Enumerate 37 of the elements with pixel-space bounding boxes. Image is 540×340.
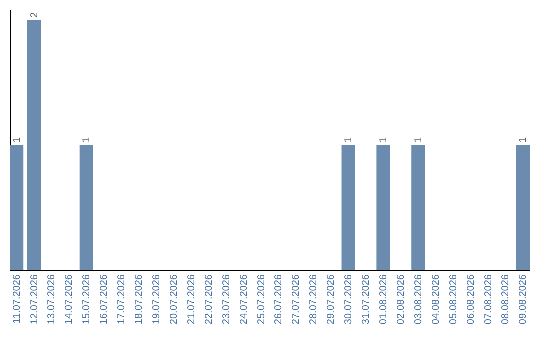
- x-tick-label: 25.07.2026: [256, 274, 268, 325]
- x-tick-label: 02.08.2026: [396, 274, 407, 325]
- x-tick-label: 08.08.2026: [500, 274, 512, 325]
- x-tick-label: 20.07.2026: [168, 274, 180, 325]
- x-tick-label: 11.07.2026: [12, 274, 23, 324]
- x-tick-label: 22.07.2026: [204, 274, 215, 325]
- x-tick-label: 13.07.2026: [46, 274, 58, 325]
- data-label: 1: [518, 137, 530, 143]
- x-tick-label: 23.07.2026: [221, 274, 232, 325]
- x-tick-label: 21.07.2026: [186, 274, 198, 325]
- data-label: 1: [344, 137, 355, 143]
- x-tick-label: 17.07.2026: [116, 274, 128, 325]
- x-tick-label: 15.07.2026: [82, 274, 93, 325]
- data-label: 2: [29, 12, 40, 18]
- x-tick-label: 30.07.2026: [344, 274, 355, 325]
- data-label: 1: [82, 137, 93, 143]
- x-tick-label: 01.08.2026: [378, 274, 390, 325]
- x-tick-label: 26.07.2026: [274, 274, 285, 325]
- x-tick-label: 16.07.2026: [99, 274, 110, 325]
- x-tick-label: 06.08.2026: [466, 274, 477, 325]
- x-tick-label: 29.07.2026: [326, 274, 338, 325]
- x-tick-label: 28.07.2026: [308, 274, 320, 325]
- x-tick-label: 19.07.2026: [152, 274, 162, 325]
- data-label: 1: [378, 137, 390, 143]
- x-tick-label: 03.08.2026: [413, 274, 424, 325]
- x-tick-label: 18.07.2026: [134, 274, 146, 325]
- data-label: 1: [12, 137, 23, 143]
- x-tick-label: 12.07.2026: [29, 274, 40, 325]
- data-label: 1: [413, 137, 424, 143]
- x-tick-label: 07.08.2026: [483, 274, 494, 325]
- x-tick-label: 27.07.2026: [291, 274, 302, 325]
- x-tick-label: 04.08.2026: [430, 274, 442, 325]
- x-tick-label: 09.08.2026: [518, 274, 530, 325]
- x-tick-label: 05.08.2026: [448, 274, 460, 325]
- x-tick-label: 24.07.2026: [238, 274, 250, 325]
- x-tick-label: 14.07.2026: [64, 274, 76, 325]
- x-tick-label: 31.07.2026: [361, 274, 372, 325]
